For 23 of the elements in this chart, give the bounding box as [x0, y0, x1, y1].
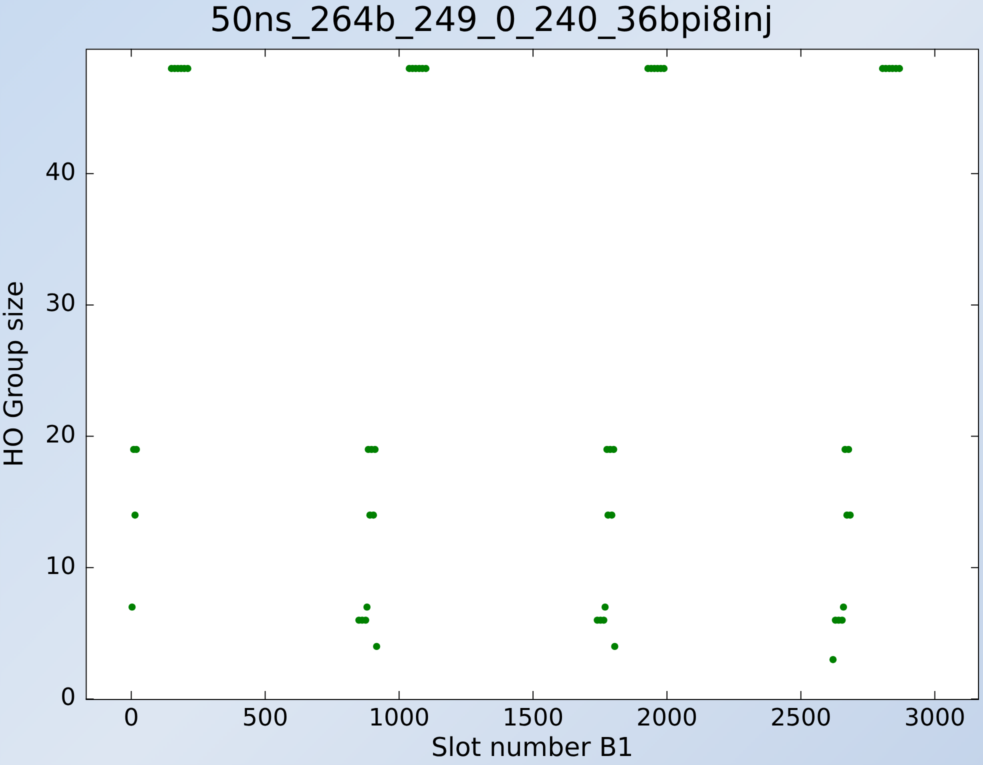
x-tick-label: 0	[124, 704, 139, 732]
point	[131, 512, 139, 519]
x-tick-label: 3000	[904, 704, 966, 732]
y-tick-label: 20	[45, 420, 76, 449]
x-tick-label: 2000	[636, 704, 698, 732]
chart-title: 50ns_264b_249_0_240_36bpi8inj	[210, 0, 774, 40]
x-tick-label: 2500	[770, 704, 832, 732]
x-axis-title: Slot number B1	[431, 733, 634, 764]
y-tick-label: 0	[60, 683, 76, 712]
point	[373, 642, 380, 650]
point	[128, 603, 136, 611]
point	[829, 656, 837, 664]
point	[601, 603, 609, 611]
x-tick-label: 500	[242, 704, 288, 732]
x-tick-label: 1500	[502, 704, 564, 732]
point	[840, 603, 848, 611]
y-tick-label: 40	[45, 158, 76, 186]
y-tick-label: 30	[45, 289, 76, 318]
y-axis-title: HO Group size	[0, 280, 30, 467]
point	[611, 642, 618, 650]
x-tick-label: 1000	[368, 704, 430, 732]
y-tick-label: 10	[45, 552, 76, 580]
point	[363, 603, 371, 611]
